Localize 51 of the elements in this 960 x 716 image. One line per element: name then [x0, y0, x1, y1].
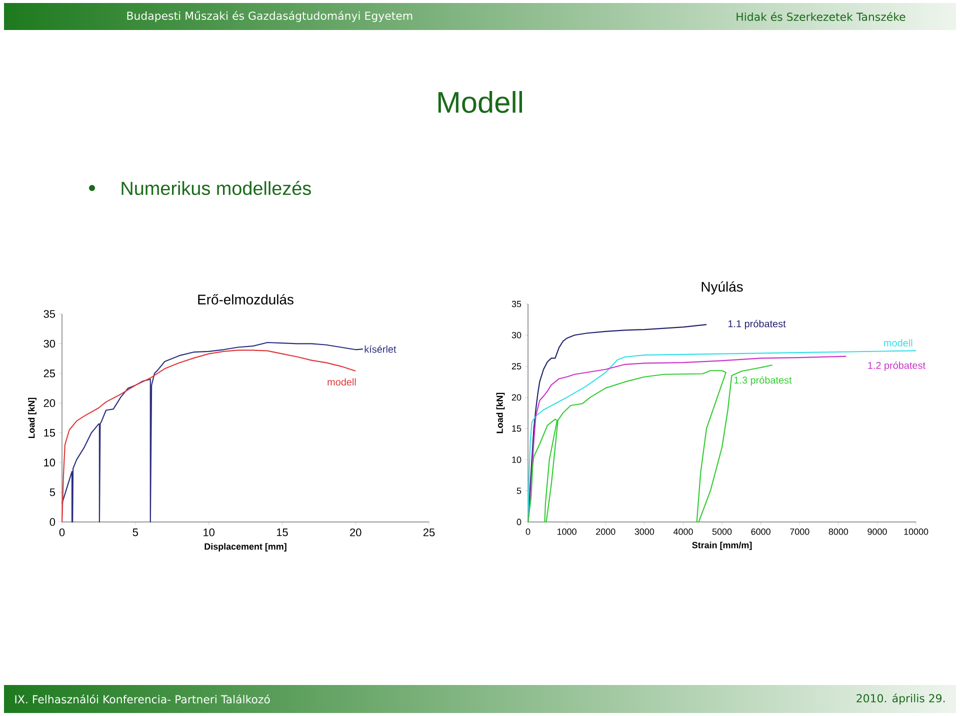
y-tick-label: 5	[50, 488, 56, 496]
y-tick-label: 15	[44, 429, 56, 437]
text: Modell	[438, 91, 522, 113]
x-tick-label: 3000	[634, 528, 654, 535]
text: Budapesti Műszaki és Gazdaságtudományi Egyetem	[127, 10, 412, 22]
text: IX. Felhasználói Konferencia- Partneri Találkozó	[15, 694, 270, 704]
y-tick-label: 15	[512, 425, 522, 432]
y-tick-label: 25	[512, 363, 522, 370]
x-tick-label: 7000	[790, 528, 810, 535]
y-tick-label: 30	[44, 340, 56, 348]
x-axis-title: Displacement [mm]	[204, 543, 286, 552]
x-tick-label: 10000	[904, 528, 928, 535]
chart-title: Nyúlás	[702, 281, 743, 294]
series-label: 1.3 próbatest	[734, 376, 792, 386]
y-tick-label: 25	[44, 370, 56, 378]
x-tick-label: 0	[526, 528, 530, 535]
y-axis-title: Load [kN]	[28, 398, 36, 438]
x-tick-label: 10	[204, 528, 214, 536]
text: Hidak és Szerkezetek Tanszéke	[736, 12, 906, 21]
x-tick-label: 25	[423, 528, 435, 536]
y-tick-label: 35	[44, 310, 56, 318]
series-label: kísérlet	[364, 345, 396, 353]
x-tick-label: 15	[276, 528, 288, 536]
y-tick-label: 20	[512, 394, 522, 401]
text: 2010. április 29.	[856, 693, 945, 705]
x-tick-label: 0	[59, 528, 65, 536]
y-tick-label: 5	[516, 488, 522, 494]
y-tick-label: 10	[44, 458, 56, 466]
text: Numerikus modellezés	[122, 180, 311, 196]
series-label: modell	[884, 339, 912, 346]
x-tick-label: 6000	[751, 528, 770, 535]
y-tick-label: 10	[512, 456, 522, 463]
x-tick-label: 1000	[558, 528, 576, 535]
y-tick-label: 0	[50, 518, 56, 526]
y-axis-title: Load [kN]	[496, 392, 505, 434]
y-tick-label: 20	[44, 399, 56, 408]
x-tick-label: 5	[132, 528, 138, 536]
text: 1.2 próbatest	[868, 361, 926, 371]
chart-title: Erő-elmozdulás	[198, 294, 294, 304]
x-tick-label: 8000	[828, 528, 848, 535]
series-label: modell	[328, 378, 356, 386]
text: 1.1 próbatest	[728, 320, 786, 330]
y-tick-label: 30	[512, 332, 522, 338]
x-tick-label: 20	[350, 528, 362, 536]
y-tick-label: 0	[516, 518, 522, 526]
x-axis-title: Strain [mm/m]	[692, 542, 752, 550]
y-tick-label: 35	[512, 300, 522, 308]
x-tick-label: 5000	[712, 528, 732, 535]
x-tick-label: 9000	[868, 528, 887, 535]
x-tick-label: 2000	[596, 528, 616, 535]
x-tick-label: 4000	[673, 528, 693, 535]
